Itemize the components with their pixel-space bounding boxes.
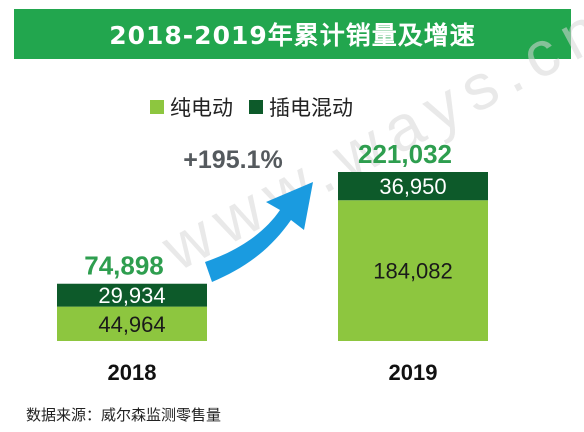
growth-arrow-shape: [205, 182, 313, 282]
bar-2019-bev: [338, 200, 488, 341]
data-label-2019-bev: 184,082: [373, 259, 453, 284]
legend-item-bev: 纯电动: [150, 92, 233, 122]
bar-2018-bev: [57, 306, 207, 341]
legend-swatch-phev: [249, 100, 263, 114]
bar-2018-phev: [57, 283, 207, 307]
legend-swatch-bev: [150, 100, 164, 114]
growth-arrow: [205, 182, 313, 282]
chart-title: 2018-2019年累计销量及增速: [109, 21, 476, 50]
data-label-2018-bev: 44,964: [98, 312, 165, 337]
data-label-2018-phev: 29,934: [98, 283, 165, 308]
growth-label: +195.1%: [183, 146, 282, 174]
total-label-2019: 221,032: [358, 139, 452, 169]
title-banner: 2018-2019年累计销量及增速: [14, 9, 571, 59]
x-tick-label-2018: 2018: [108, 360, 157, 385]
data-label-2019-phev: 36,950: [379, 174, 446, 199]
bar-2019-phev: [338, 172, 488, 201]
total-label-2018: 74,898: [84, 251, 164, 281]
legend-item-phev: 插电混动: [249, 92, 353, 122]
legend-label-phev: 插电混动: [269, 96, 353, 120]
legend-label-bev: 纯电动: [170, 96, 233, 120]
x-tick-label-2019: 2019: [389, 360, 438, 385]
legend: 纯电动 插电混动: [150, 92, 369, 122]
source-note: 数据来源：威尔森监测零售量: [26, 406, 222, 424]
